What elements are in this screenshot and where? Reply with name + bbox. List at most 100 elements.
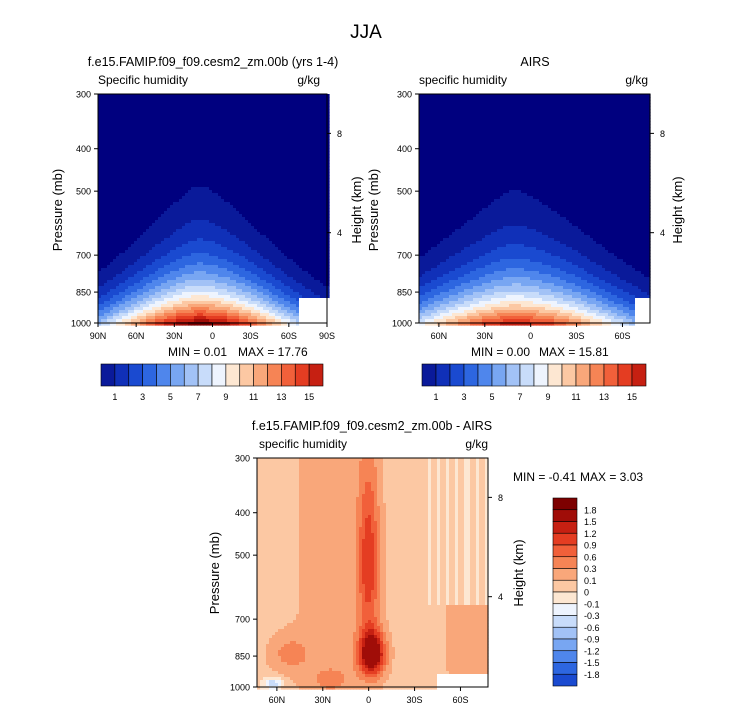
heat-cell bbox=[296, 94, 300, 98]
heat-cell bbox=[116, 154, 120, 158]
heat-cell bbox=[254, 160, 258, 164]
heat-cell bbox=[98, 103, 102, 107]
heat-cell bbox=[167, 145, 171, 149]
heat-cell bbox=[140, 103, 144, 107]
heat-cell bbox=[260, 112, 264, 116]
heat-cell bbox=[269, 118, 273, 122]
heat-cell bbox=[203, 139, 207, 143]
heat-cell bbox=[215, 130, 219, 134]
heat-cell bbox=[161, 94, 165, 98]
heat-cell bbox=[185, 106, 189, 110]
heat-cell bbox=[134, 139, 138, 143]
heat-cell bbox=[248, 118, 252, 122]
heat-cell bbox=[164, 121, 168, 125]
heat-cell bbox=[248, 154, 252, 158]
heat-cell bbox=[113, 133, 117, 137]
heat-cell bbox=[134, 97, 138, 101]
heat-cell bbox=[143, 136, 147, 140]
heat-cell bbox=[146, 133, 150, 137]
heat-cell bbox=[269, 160, 273, 164]
heat-cell bbox=[200, 100, 204, 104]
heat-cell bbox=[215, 157, 219, 161]
heat-cell bbox=[155, 136, 159, 140]
heat-cell bbox=[260, 133, 264, 137]
heat-cell bbox=[272, 133, 276, 137]
heat-cell bbox=[299, 130, 303, 134]
heat-cell bbox=[275, 133, 279, 137]
heat-cell bbox=[236, 124, 240, 128]
heat-cell bbox=[320, 133, 324, 137]
heat-cell bbox=[125, 130, 129, 134]
heat-cell bbox=[236, 136, 240, 140]
heat-cell bbox=[113, 100, 117, 104]
heat-cell bbox=[263, 103, 267, 107]
heat-cell bbox=[152, 103, 156, 107]
heat-cell bbox=[275, 103, 279, 107]
heat-cell bbox=[191, 103, 195, 107]
heat-cell bbox=[176, 133, 180, 137]
heat-cell bbox=[320, 127, 324, 131]
heat-cell bbox=[323, 157, 327, 161]
heat-cell bbox=[275, 151, 279, 155]
heat-cell bbox=[98, 109, 102, 113]
heat-cell bbox=[230, 133, 234, 137]
heat-cell bbox=[242, 94, 246, 98]
heat-cell bbox=[302, 130, 306, 134]
heat-cell bbox=[116, 97, 120, 101]
heat-cell bbox=[200, 130, 204, 134]
heat-cell bbox=[230, 148, 234, 152]
heat-cell bbox=[257, 124, 261, 128]
heat-cell bbox=[143, 109, 147, 113]
heat-cell bbox=[146, 97, 150, 101]
heat-cell bbox=[269, 139, 273, 143]
heat-cell bbox=[236, 157, 240, 161]
heat-cell bbox=[191, 109, 195, 113]
heat-cell bbox=[170, 109, 174, 113]
heat-cell bbox=[284, 157, 288, 161]
heat-cell bbox=[323, 154, 327, 158]
heat-cell bbox=[167, 124, 171, 128]
heat-cell bbox=[272, 154, 276, 158]
heat-cell bbox=[260, 160, 264, 164]
heat-cell bbox=[230, 160, 234, 164]
heat-cell bbox=[194, 109, 198, 113]
heat-cell bbox=[122, 139, 126, 143]
heat-cell bbox=[170, 148, 174, 152]
heat-cell bbox=[101, 109, 105, 113]
heat-cell bbox=[200, 157, 204, 161]
heat-cell bbox=[299, 136, 303, 140]
heat-cell bbox=[155, 112, 159, 116]
heat-cell bbox=[251, 103, 255, 107]
heat-cell bbox=[221, 160, 225, 164]
heat-cell bbox=[305, 130, 309, 134]
heat-cell bbox=[134, 136, 138, 140]
heat-cell bbox=[173, 118, 177, 122]
heat-cell bbox=[257, 106, 261, 110]
heat-cell bbox=[212, 121, 216, 125]
heat-cell bbox=[167, 97, 171, 101]
heat-cell bbox=[227, 151, 231, 155]
heat-cell bbox=[236, 94, 240, 98]
heat-cell bbox=[299, 154, 303, 158]
heat-cell bbox=[197, 124, 201, 128]
heat-cell bbox=[155, 160, 159, 164]
heat-cell bbox=[125, 139, 129, 143]
heat-cell bbox=[284, 97, 288, 101]
heat-cell bbox=[200, 133, 204, 137]
heat-cell bbox=[317, 121, 321, 125]
heat-cell bbox=[272, 127, 276, 131]
heat-cell bbox=[122, 121, 126, 125]
heat-cell bbox=[131, 139, 135, 143]
heat-cell bbox=[98, 142, 102, 146]
heat-cell bbox=[260, 157, 264, 161]
heat-cell bbox=[239, 157, 243, 161]
heat-cell bbox=[146, 154, 150, 158]
heat-cell bbox=[326, 103, 330, 107]
heat-cell bbox=[320, 130, 324, 134]
heat-cell bbox=[323, 145, 327, 149]
heat-cell bbox=[149, 112, 153, 116]
heat-cell bbox=[296, 145, 300, 149]
heat-cell bbox=[137, 124, 141, 128]
heat-cell bbox=[185, 97, 189, 101]
